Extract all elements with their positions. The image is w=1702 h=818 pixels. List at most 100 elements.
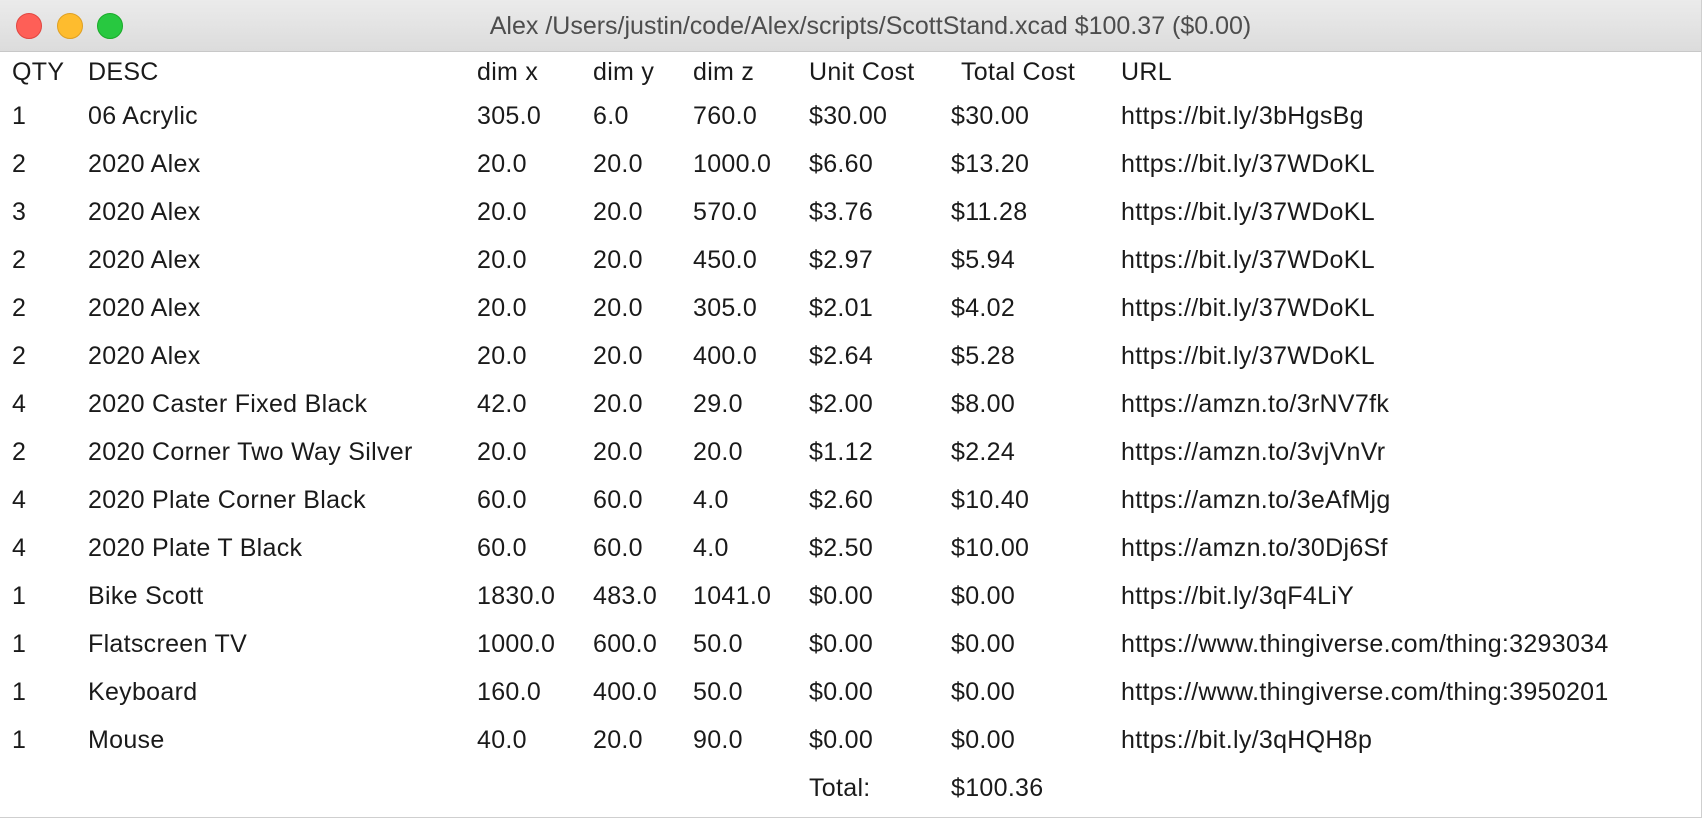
url-link[interactable]: https://bit.ly/3qHQH8p xyxy=(1121,725,1373,754)
table-row: 4 2020 Plate T Black 60.0 60.0 4.0 $2.50… xyxy=(12,524,1701,572)
url-link[interactable]: https://amzn.to/3vjVnVr xyxy=(1121,437,1386,466)
desc-link[interactable]: 2020 Alex xyxy=(88,149,201,178)
total-cost-cell: $11.28 xyxy=(951,197,1028,226)
header-qty[interactable]: QTY xyxy=(12,57,65,86)
table-row: 4 2020 Caster Fixed Black 42.0 20.0 29.0… xyxy=(12,380,1701,428)
unit-cost-cell: $2.64 xyxy=(809,341,874,370)
unit-cost-cell: $2.01 xyxy=(809,293,874,322)
table-row: 4 2020 Plate Corner Black 60.0 60.0 4.0 … xyxy=(12,476,1701,524)
header-dim-z[interactable]: dim z xyxy=(693,57,755,86)
url-link[interactable]: https://bit.ly/3bHgsBg xyxy=(1121,101,1364,130)
desc-link[interactable]: Bike Scott xyxy=(88,581,204,610)
dim-y-cell: 20.0 xyxy=(593,389,643,418)
dim-y-cell: 400.0 xyxy=(593,677,658,706)
qty-cell: 1 xyxy=(12,581,27,610)
unit-cost-cell: $0.00 xyxy=(809,581,874,610)
dim-z-cell: 29.0 xyxy=(693,389,743,418)
dim-x-cell: 40.0 xyxy=(477,725,527,754)
qty-cell: 1 xyxy=(12,725,27,754)
total-cost-cell: $2.24 xyxy=(951,437,1016,466)
maximize-window-button[interactable] xyxy=(97,13,123,39)
dim-x-cell: 42.0 xyxy=(477,389,527,418)
qty-cell: 3 xyxy=(12,197,27,226)
dim-y-cell: 20.0 xyxy=(593,437,643,466)
desc-link[interactable]: 06 Acrylic xyxy=(88,101,198,130)
title-bar[interactable]: Alex /Users/justin/code/Alex/scripts/Sco… xyxy=(0,0,1701,52)
dim-y-cell: 6.0 xyxy=(593,101,629,130)
header-unit-cost[interactable]: Unit Cost xyxy=(809,57,915,86)
url-link[interactable]: https://bit.ly/37WDoKL xyxy=(1121,245,1375,274)
table-row: 2 2020 Corner Two Way Silver 20.0 20.0 2… xyxy=(12,428,1701,476)
dim-y-cell: 20.0 xyxy=(593,341,643,370)
desc-link[interactable]: 2020 Plate T Black xyxy=(88,533,303,562)
qty-cell: 1 xyxy=(12,629,27,658)
total-cost-cell: $0.00 xyxy=(951,725,1016,754)
dim-z-cell: 1041.0 xyxy=(693,581,772,610)
url-link[interactable]: https://bit.ly/37WDoKL xyxy=(1121,341,1375,370)
desc-link[interactable]: 2020 Corner Two Way Silver xyxy=(88,437,413,466)
close-window-button[interactable] xyxy=(16,13,42,39)
dim-y-cell: 20.0 xyxy=(593,245,643,274)
header-total-cost[interactable]: Total Cost xyxy=(961,57,1076,86)
table-row: 1 Mouse 40.0 20.0 90.0 $0.00 $0.00 https… xyxy=(12,716,1701,764)
table-row: 2 2020 Alex 20.0 20.0 450.0 $2.97 $5.94 … xyxy=(12,236,1701,284)
qty-cell: 1 xyxy=(12,677,27,706)
total-cost-cell: $0.00 xyxy=(951,629,1016,658)
dim-z-cell: 50.0 xyxy=(693,677,743,706)
dim-z-cell: 20.0 xyxy=(693,437,743,466)
url-link[interactable]: https://bit.ly/3qF4LiY xyxy=(1121,581,1355,610)
dim-z-cell: 305.0 xyxy=(693,293,758,322)
header-url[interactable]: URL xyxy=(1121,57,1172,86)
dim-x-cell: 20.0 xyxy=(477,149,527,178)
qty-cell: 4 xyxy=(12,533,27,562)
header-desc[interactable]: DESC xyxy=(88,57,159,86)
url-link[interactable]: https://bit.ly/37WDoKL xyxy=(1121,197,1375,226)
table-row: 1 06 Acrylic 305.0 6.0 760.0 $30.00 $30.… xyxy=(12,92,1701,140)
dim-y-cell: 60.0 xyxy=(593,533,643,562)
url-link[interactable]: https://www.thingiverse.com/thing:329303… xyxy=(1121,629,1609,658)
url-link[interactable]: https://bit.ly/37WDoKL xyxy=(1121,149,1375,178)
desc-link[interactable]: 2020 Alex xyxy=(88,245,201,274)
desc-link[interactable]: 2020 Plate Corner Black xyxy=(88,485,366,514)
total-cost-cell: $0.00 xyxy=(951,581,1016,610)
dim-z-cell: 1000.0 xyxy=(693,149,772,178)
dim-z-cell: 570.0 xyxy=(693,197,758,226)
dim-x-cell: 20.0 xyxy=(477,341,527,370)
header-dim-x[interactable]: dim x xyxy=(477,57,539,86)
header-dim-y[interactable]: dim y xyxy=(593,57,655,86)
table-row: 2 2020 Alex 20.0 20.0 1000.0 $6.60 $13.2… xyxy=(12,140,1701,188)
url-link[interactable]: https://bit.ly/37WDoKL xyxy=(1121,293,1375,322)
desc-link[interactable]: Keyboard xyxy=(88,677,198,706)
desc-link[interactable]: 2020 Alex xyxy=(88,341,201,370)
url-link[interactable]: https://amzn.to/3rNV7fk xyxy=(1121,389,1390,418)
desc-link[interactable]: Mouse xyxy=(88,725,165,754)
dim-z-cell: 4.0 xyxy=(693,533,729,562)
desc-link[interactable]: Flatscreen TV xyxy=(88,629,248,658)
url-link[interactable]: https://amzn.to/30Dj6Sf xyxy=(1121,533,1388,562)
dim-x-cell: 305.0 xyxy=(477,101,542,130)
url-link[interactable]: https://amzn.to/3eAfMjg xyxy=(1121,485,1391,514)
total-cost-cell: $5.94 xyxy=(951,245,1016,274)
desc-link[interactable]: 2020 Caster Fixed Black xyxy=(88,389,368,418)
unit-cost-cell: $0.00 xyxy=(809,725,874,754)
dim-z-cell: 400.0 xyxy=(693,341,758,370)
table-body: 1 06 Acrylic 305.0 6.0 760.0 $30.00 $30.… xyxy=(12,92,1701,812)
desc-link[interactable]: 2020 Alex xyxy=(88,293,201,322)
url-link[interactable]: https://www.thingiverse.com/thing:395020… xyxy=(1121,677,1609,706)
dim-x-cell: 20.0 xyxy=(477,293,527,322)
qty-cell: 2 xyxy=(12,149,27,178)
total-row: Total: $100.36 xyxy=(12,764,1701,812)
unit-cost-cell: $30.00 xyxy=(809,101,888,130)
total-label: Total: xyxy=(809,773,871,802)
dim-y-cell: 20.0 xyxy=(593,293,643,322)
dim-x-cell: 20.0 xyxy=(477,197,527,226)
qty-cell: 2 xyxy=(12,245,27,274)
dim-y-cell: 20.0 xyxy=(593,197,643,226)
desc-link[interactable]: 2020 Alex xyxy=(88,197,201,226)
total-cost-cell: $8.00 xyxy=(951,389,1016,418)
parts-table: QTY DESC dim x dim y dim z Unit Cost Tot… xyxy=(12,52,1701,812)
total-cost-cell: $5.28 xyxy=(951,341,1016,370)
minimize-window-button[interactable] xyxy=(57,13,83,39)
unit-cost-cell: $2.50 xyxy=(809,533,874,562)
